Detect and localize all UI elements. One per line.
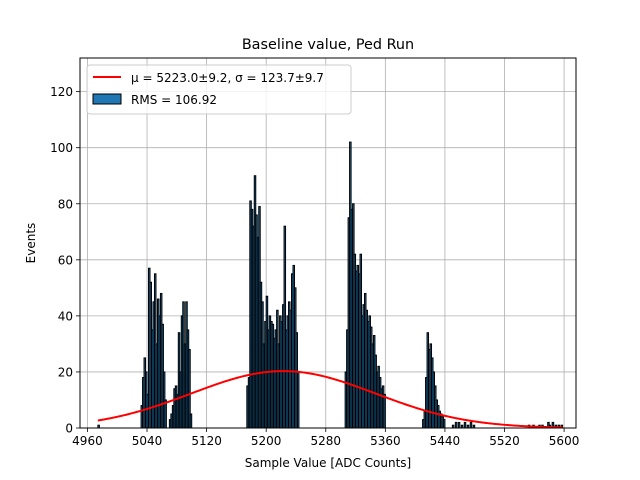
x-tick-label: 5040: [132, 434, 163, 448]
y-tick-label: 100: [50, 141, 73, 155]
histogram-bar: [296, 371, 300, 429]
histogram-bar: [463, 421, 467, 429]
gaussian-fit-curve: [97, 370, 563, 429]
x-tick-label: 5600: [549, 434, 580, 448]
y-tick-label: 40: [58, 309, 73, 323]
legend-histogram-swatch: [92, 93, 122, 105]
y-axis-label: Events: [24, 223, 38, 264]
y-tick-label: 0: [65, 422, 73, 436]
x-tick-label: 5120: [191, 434, 222, 448]
histogram-bar: [189, 413, 193, 429]
x-axis-label: Sample Value [ADC Counts]: [245, 456, 411, 470]
legend-box: [86, 64, 352, 115]
x-axis-ticks: 4960 5040 5120 5200 5280 5360 5440 5520 5600: [72, 428, 579, 448]
x-tick-label: 5200: [251, 434, 282, 448]
x-tick-label: 5520: [489, 434, 520, 448]
y-tick-label: 20: [58, 365, 73, 379]
histogram-bar: [164, 399, 167, 429]
histogram-bar: [454, 421, 458, 429]
y-tick-label: 60: [58, 253, 73, 267]
y-tick-label: 120: [50, 85, 73, 99]
x-tick-label: 5440: [430, 434, 461, 448]
legend: μ = 5223.0±9.2, σ = 123.7±9.7 RMS = 106.…: [86, 64, 352, 115]
x-tick-label: 5280: [310, 434, 341, 448]
y-tick-label: 80: [58, 197, 73, 211]
x-tick-label: 5360: [370, 434, 401, 448]
histogram-bar: [442, 419, 446, 429]
y-axis-ticks: 0 20 40 60 80 100 120: [50, 85, 80, 436]
legend-histogram-label: RMS = 106.92: [131, 93, 217, 107]
legend-fit-label: μ = 5223.0±9.2, σ = 123.7±9.7: [131, 71, 324, 85]
histogram-bar: [383, 393, 386, 429]
histogram-bar: [457, 421, 461, 429]
chart-title: Baseline value, Ped Run: [242, 37, 414, 53]
plot-frame: [79, 57, 577, 429]
x-tick-label: 4960: [72, 434, 103, 448]
histogram-bar: [469, 421, 473, 429]
